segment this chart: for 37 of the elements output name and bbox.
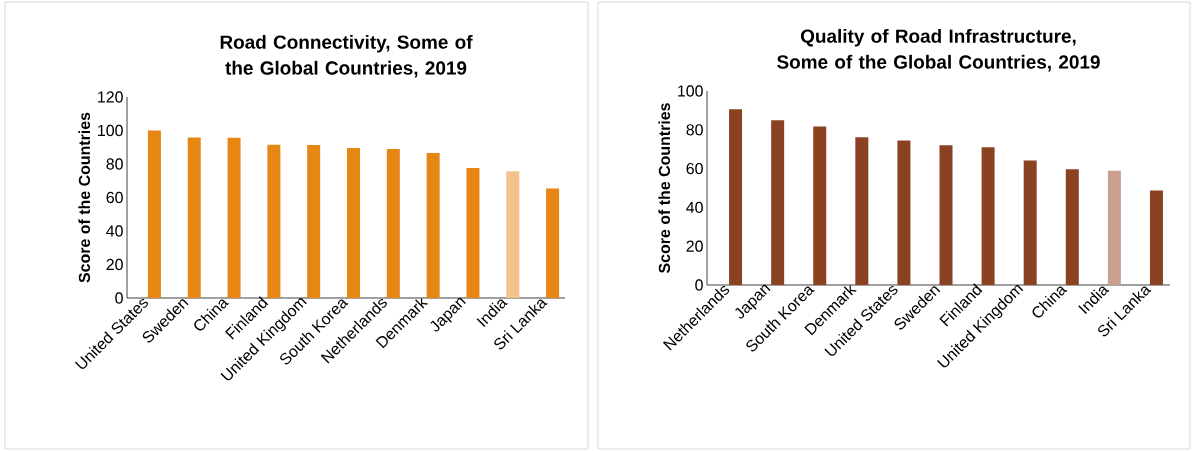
y-tick-label: 40 [686, 201, 703, 214]
bar [729, 109, 743, 285]
bar [267, 144, 281, 298]
y-tick-label: 120 [98, 91, 123, 103]
bar [813, 126, 827, 285]
bar [1107, 170, 1121, 285]
y-tick-label: 20 [106, 258, 123, 271]
y-axis-title: Score of the Countries [78, 112, 91, 283]
bar [386, 149, 400, 298]
bar [227, 137, 241, 298]
y-tick-label: 60 [686, 162, 703, 175]
bar [347, 148, 361, 298]
y-axis-title: Score of the Countries [658, 103, 671, 273]
y-tick-label: 80 [106, 158, 123, 170]
bar [307, 145, 321, 298]
bar [1149, 190, 1163, 285]
bar [771, 120, 785, 285]
bar [855, 137, 869, 285]
chart-title: Quality of Road Infrastructure, Some of the Global Countries, 2019 [777, 28, 1100, 72]
bar [897, 140, 911, 285]
bar [187, 137, 201, 298]
y-tick-label: 80 [686, 124, 703, 136]
y-tick-label: 100 [98, 124, 123, 137]
bar [981, 147, 995, 285]
chart-title: Road Connectivity, Some of the Global Countries, 2019 [220, 34, 473, 78]
bar [426, 153, 440, 298]
bar [1065, 169, 1079, 285]
y-tick-label: 100 [678, 85, 703, 97]
bar [147, 130, 161, 298]
bar [546, 188, 560, 298]
y-tick-label: 20 [686, 240, 703, 252]
bar [939, 145, 953, 285]
y-tick-label: 60 [106, 191, 123, 204]
bar [1023, 160, 1037, 285]
bar [506, 171, 520, 298]
y-tick-label: 40 [106, 225, 123, 237]
bar [466, 168, 480, 298]
